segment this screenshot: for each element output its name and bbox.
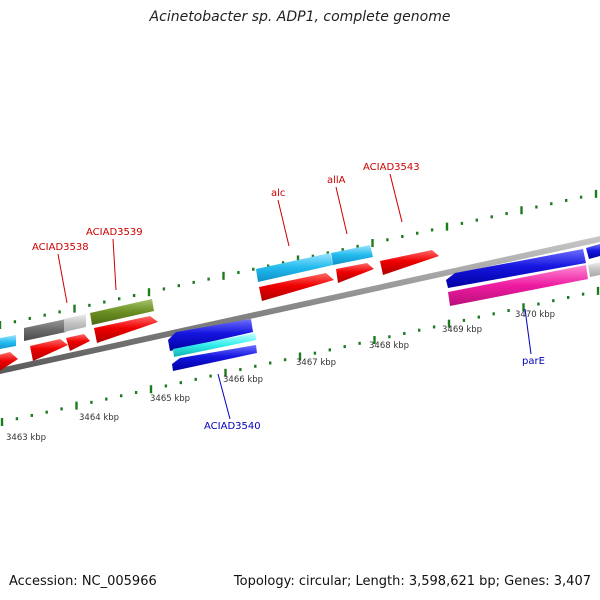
gene-labels: ACIAD3538 ACIAD3539 alc allA ACIAD3543 ACIAD3…: [32, 162, 545, 432]
lower-strand-genes: [168, 249, 600, 371]
scale-label: 3464 kbp: [79, 413, 119, 423]
gene-arrow: [380, 250, 439, 275]
gene-arrow: [173, 333, 256, 357]
gene-arrow: [24, 319, 66, 341]
scale-labels: 3463 kbp 3464 kbp 3465 kbp 3466 kbp 3467 kbp…: [6, 310, 555, 443]
upper-strand-genes: [0, 244, 600, 350]
scale-label: 3470 kbp: [515, 310, 555, 320]
gene-label[interactable]: ACIAD3540: [204, 421, 261, 432]
gene-label[interactable]: ACIAD3543: [363, 162, 420, 173]
map-title: Acinetobacter sp. ADP1, complete genome: [149, 9, 451, 25]
genome-summary: Topology: circular; Length: 3,598,621 bp…: [233, 574, 591, 589]
gene-arrow: [64, 314, 86, 332]
gene-leader-line: [217, 373, 231, 420]
gene-arrow: [94, 316, 158, 343]
gene-leader-line: [335, 186, 348, 235]
gene-label[interactable]: ACIAD3538: [32, 242, 89, 253]
gene-arrow: [30, 339, 68, 361]
gene-arrow: [588, 262, 600, 277]
gene-arrow: [331, 245, 373, 265]
gene-label[interactable]: ACIAD3539: [86, 227, 143, 238]
accession-label: Accession: NC_005966: [9, 574, 157, 589]
gene-label[interactable]: parE: [522, 356, 545, 367]
gene-leader-line: [277, 199, 290, 247]
gene-leader-line: [524, 308, 532, 355]
gene-leader-line: [389, 173, 403, 223]
scale-label: 3465 kbp: [150, 394, 190, 404]
gene-arrow: [66, 334, 90, 351]
gene-arrow: [448, 265, 588, 306]
gene-arrow: [259, 273, 334, 301]
red-genes: [0, 250, 439, 371]
gene-leader-line: [112, 238, 117, 291]
scale-label: 3466 kbp: [223, 375, 263, 385]
gene-arrow: [0, 352, 18, 371]
scale-label: 3469 kbp: [442, 325, 482, 335]
scale-label: 3463 kbp: [6, 433, 46, 443]
gene-label[interactable]: allA: [327, 175, 346, 186]
gene-arrow: [0, 335, 16, 350]
tick-tracks: [0, 189, 600, 426]
gene-arrow: [256, 253, 333, 282]
genome-backbone: [0, 236, 600, 374]
scale-label: 3468 kbp: [369, 341, 409, 351]
gene-arrow: [90, 299, 154, 325]
gene-arrow: [168, 319, 253, 351]
gene-arrow: [586, 244, 600, 259]
gene-arrow: [336, 263, 374, 283]
gene-arrow: [446, 249, 586, 288]
scale-label: 3467 kbp: [296, 358, 336, 368]
gene-leader-line: [57, 253, 68, 304]
gene-label[interactable]: alc: [271, 188, 285, 199]
gene-arrow: [172, 345, 257, 371]
